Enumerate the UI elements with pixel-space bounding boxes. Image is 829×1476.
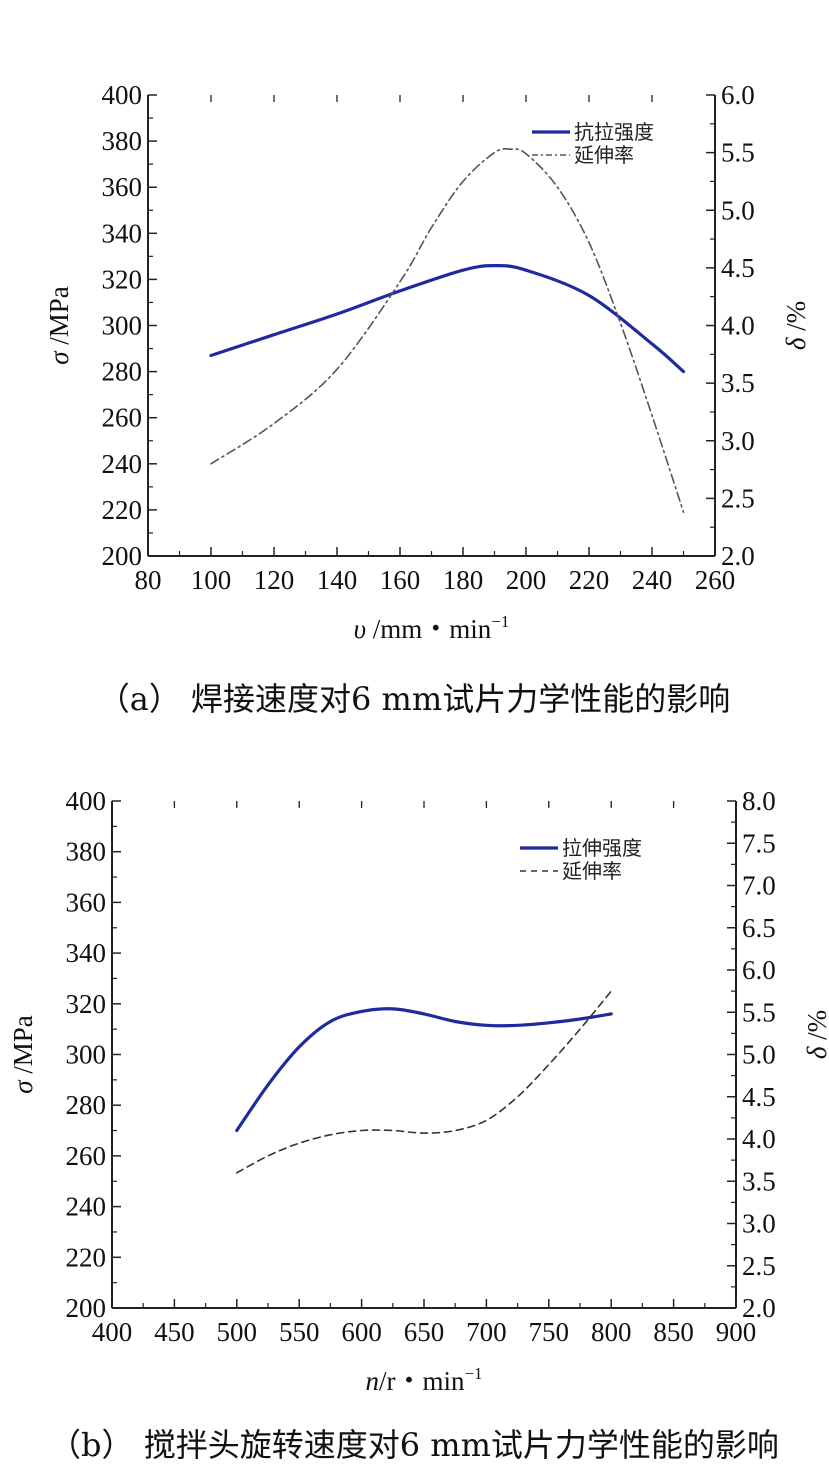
y-right-axis-unit: /% — [802, 1010, 829, 1047]
x-tick-label: 850 — [653, 1317, 694, 1347]
x-tick-label: 140 — [317, 565, 358, 595]
y-right-tick-label: 7.5 — [742, 828, 776, 858]
y-left-tick-label: 380 — [102, 126, 143, 156]
y-right-axis-variable: δ — [781, 337, 811, 350]
x-tick-label: 120 — [254, 565, 295, 595]
x-axis-variable: n — [365, 1366, 379, 1396]
y-left-tick-label: 280 — [102, 357, 143, 387]
y-right-tick-label: 6.0 — [721, 80, 755, 110]
series-line-elongation — [210, 147, 685, 513]
y-right-tick-label: 6.5 — [742, 913, 776, 943]
x-tick-label: 800 — [591, 1317, 632, 1347]
y-right-tick-label: 2.5 — [742, 1251, 776, 1281]
y-right-tick-label: 2.0 — [721, 541, 755, 571]
y-right-axis-title: δ /% — [802, 1010, 829, 1059]
y-right-tick-label: 3.0 — [721, 426, 755, 456]
x-tick-label: 80 — [135, 565, 162, 595]
y-left-axis-unit: /MPa — [44, 286, 74, 351]
legend-label: 抗拉强度 — [574, 120, 654, 144]
x-tick-label: 200 — [506, 565, 547, 595]
y-left-tick-label: 220 — [102, 495, 143, 525]
y-left-axis-variable: σ — [44, 350, 74, 365]
y-left-tick-label: 320 — [102, 264, 143, 294]
y-right-tick-label: 3.5 — [721, 368, 755, 398]
chart-a: 80 100 120 140 160 180 200 220 240 260 200 220 240 26… — [44, 80, 811, 644]
x-tick-label: 180 — [443, 565, 484, 595]
y-right-tick-label: 5.0 — [721, 195, 755, 225]
y-left-axis-variable: σ — [8, 1079, 38, 1094]
y-left-tick-label: 240 — [102, 449, 143, 479]
y-right-tick-label: 4.0 — [742, 1124, 776, 1154]
caption-a: （a） 焊接速度对6 mm试片力学性能的影响 — [98, 680, 730, 718]
y-left-tick-label: 380 — [66, 837, 107, 867]
y-left-tick-label: 400 — [102, 80, 143, 110]
caption-b: （b） 搅拌头旋转速度对6 mm试片力学性能的影响 — [49, 1426, 779, 1464]
y-right-tick-label: 3.5 — [742, 1166, 776, 1196]
y-left-tick-label: 340 — [102, 218, 143, 248]
y-right-tick-label: 3.0 — [742, 1209, 776, 1239]
y-left-tick-label: 300 — [66, 1040, 107, 1070]
y-left-tick-label: 300 — [102, 311, 143, 341]
y-right-tick-label: 5.0 — [742, 1040, 776, 1070]
y-right-tick-label: 2.5 — [721, 483, 755, 513]
x-axis-unit: /r・min — [379, 1366, 465, 1396]
x-tick-label: 400 — [92, 1317, 133, 1347]
x-axis-variable: υ — [354, 614, 366, 644]
y-left-tick-label: 260 — [102, 403, 143, 433]
y-right-tick-label: 4.5 — [742, 1082, 776, 1112]
x-tick-label: 240 — [632, 565, 673, 595]
x-tick-label: 550 — [279, 1317, 320, 1347]
y-left-tick-label: 280 — [66, 1090, 107, 1120]
y-right-tick-label: 4.5 — [721, 253, 755, 283]
y-left-tick-label: 240 — [66, 1192, 107, 1222]
y-left-tick-label: 200 — [66, 1293, 107, 1323]
x-tick-label: 750 — [529, 1317, 570, 1347]
y-left-tick-label: 200 — [102, 541, 143, 571]
y-right-tick-label: 4.0 — [721, 311, 755, 341]
x-tick-label: 260 — [695, 565, 736, 595]
series-line-elongation — [236, 990, 612, 1174]
y-left-tick-label: 360 — [66, 887, 107, 917]
y-right-tick-label: 6.0 — [742, 955, 776, 985]
y-right-axis-variable: δ — [802, 1046, 829, 1059]
x-axis-superscript: −1 — [491, 612, 509, 631]
y-right-tick-label: 8.0 — [742, 786, 776, 816]
y-left-tick-label: 220 — [66, 1242, 107, 1272]
y-right-tick-label: 2.0 — [742, 1293, 776, 1323]
y-left-tick-label: 400 — [66, 786, 107, 816]
y-right-axis-title: δ /% — [781, 301, 811, 350]
y-left-tick-label: 320 — [66, 989, 107, 1019]
x-axis-title: n/r・min−1 — [365, 1364, 482, 1396]
x-axis-title: υ /mm・min−1 — [354, 612, 510, 644]
chart-b: 400 450 500 550 600 650 700 750 800 850 900 200 220 2… — [8, 786, 829, 1396]
x-axis-superscript: −1 — [464, 1364, 482, 1383]
y-right-axis-unit: /% — [781, 301, 811, 338]
y-left-axis-title: σ /MPa — [8, 1015, 38, 1094]
y-left-tick-label: 360 — [102, 172, 143, 202]
x-axis-unit: /mm・min — [366, 614, 492, 644]
x-tick-label: 100 — [191, 565, 232, 595]
x-tick-label: 220 — [569, 565, 610, 595]
x-tick-label: 450 — [154, 1317, 195, 1347]
x-tick-label: 900 — [716, 1317, 757, 1347]
series-line-strength — [235, 1007, 613, 1133]
x-tick-label: 650 — [404, 1317, 445, 1347]
y-left-tick-label: 340 — [66, 938, 107, 968]
series-line-strength — [209, 263, 686, 374]
x-tick-label: 500 — [217, 1317, 258, 1347]
y-left-tick-label: 260 — [66, 1141, 107, 1171]
y-left-axis-title: σ /MPa — [44, 286, 74, 365]
legend-label: 延伸率 — [562, 859, 622, 883]
legend-label: 拉伸强度 — [562, 836, 642, 860]
y-right-tick-label: 5.5 — [742, 997, 776, 1027]
legend-label: 延伸率 — [574, 143, 634, 167]
x-tick-label: 600 — [341, 1317, 382, 1347]
y-left-axis-unit: /MPa — [8, 1015, 38, 1080]
x-tick-label: 700 — [466, 1317, 507, 1347]
y-right-tick-label: 7.0 — [742, 871, 776, 901]
x-tick-label: 160 — [380, 565, 421, 595]
y-right-tick-label: 5.5 — [721, 138, 755, 168]
